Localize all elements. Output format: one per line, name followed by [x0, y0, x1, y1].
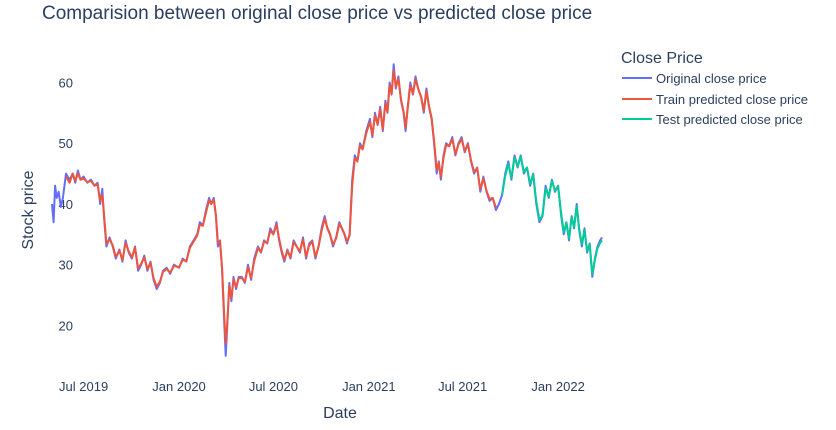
series-line-test	[501, 155, 603, 275]
x-axis-ticks: Jul 2019 Jan 2020 Jul 2020 Jan 2021 Jul 2021…	[59, 379, 585, 394]
y-tick-label: 30	[59, 258, 73, 273]
chart-title: Comparision between original close price…	[42, 3, 592, 24]
x-tick-label: Jul 2020	[249, 379, 298, 394]
series-layer	[51, 63, 603, 357]
legend-label-original[interactable]: Original close price	[656, 71, 767, 86]
y-tick-label: 50	[59, 136, 73, 151]
x-axis-title: Date	[323, 405, 357, 422]
legend[interactable]: Close Price Original close price Train p…	[621, 50, 808, 127]
y-tick-label: 20	[59, 318, 73, 333]
x-tick-label: Jan 2020	[152, 379, 206, 394]
legend-label-test[interactable]: Test predicted close price	[656, 112, 803, 127]
series-line-train	[65, 69, 497, 345]
y-axis-title: Stock price	[20, 170, 37, 249]
x-tick-label: Jan 2022	[531, 379, 585, 394]
legend-label-train[interactable]: Train predicted close price	[656, 92, 808, 107]
legend-title: Close Price	[621, 50, 703, 67]
y-tick-label: 60	[59, 75, 73, 90]
series-line-original	[51, 63, 603, 357]
x-tick-label: Jul 2019	[59, 379, 108, 394]
x-tick-label: Jan 2021	[342, 379, 396, 394]
x-tick-label: Jul 2021	[438, 379, 487, 394]
